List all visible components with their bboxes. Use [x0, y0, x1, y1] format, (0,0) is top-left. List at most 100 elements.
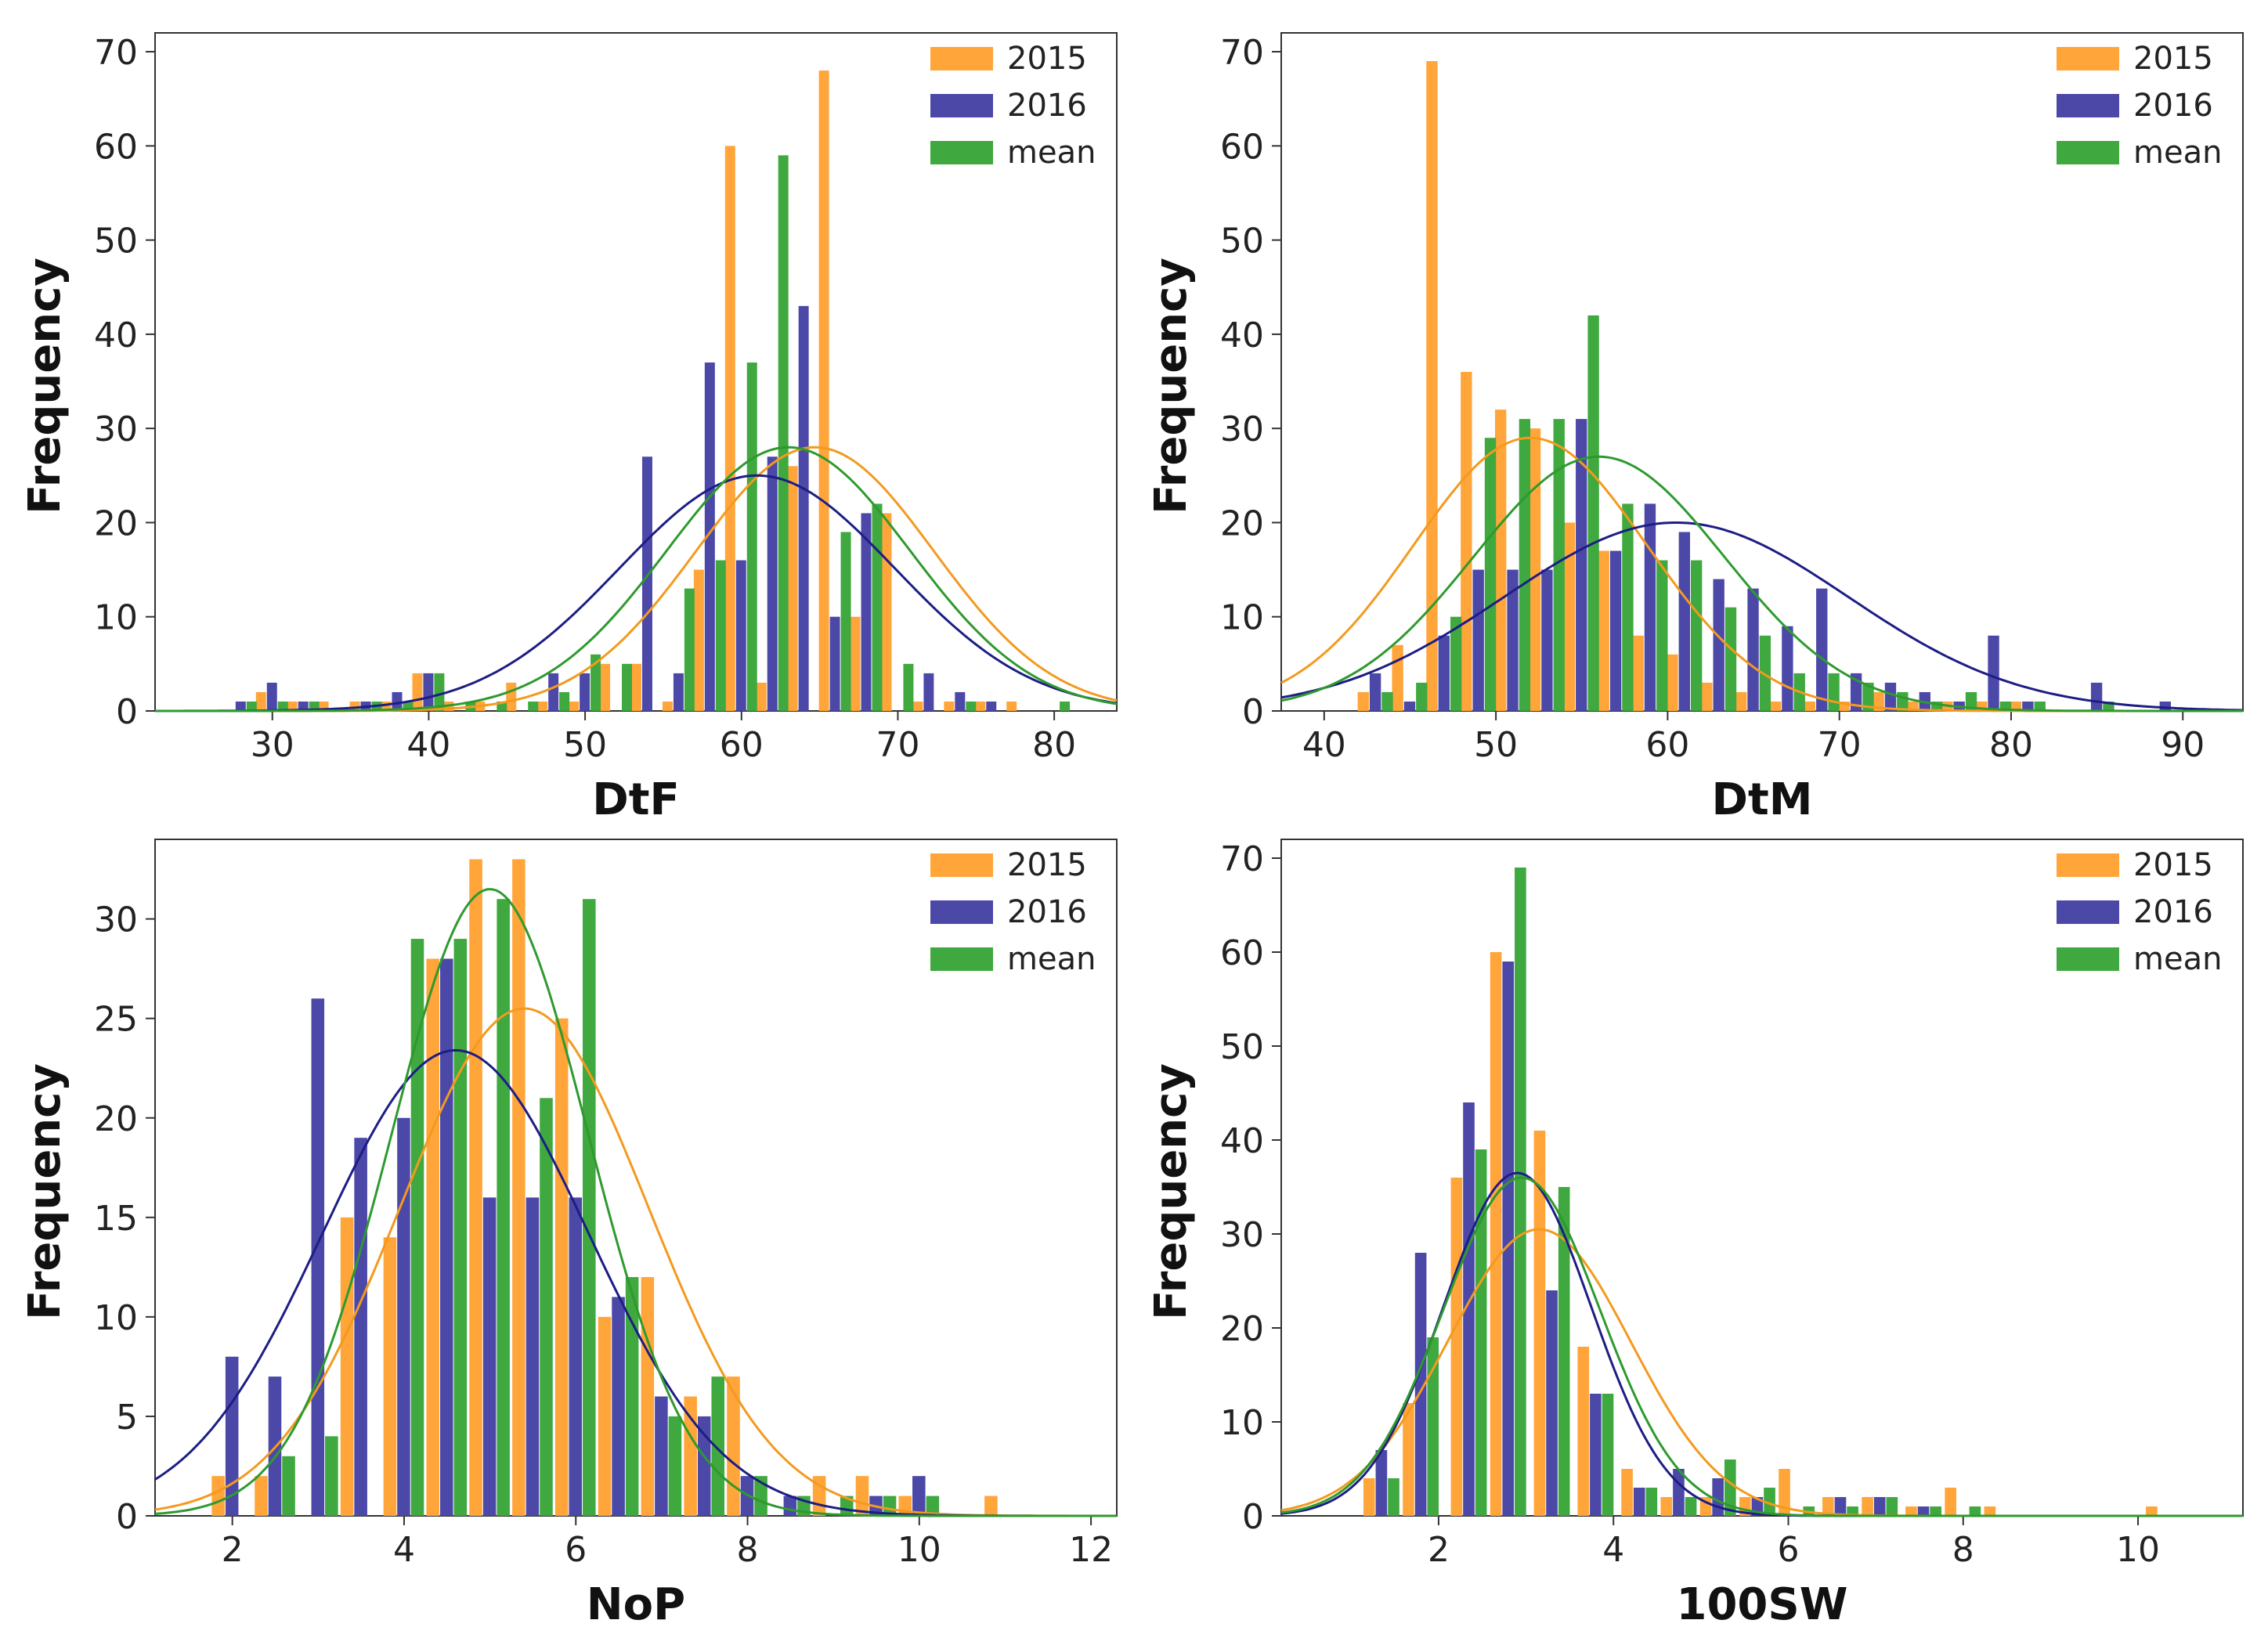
- bar-2016: [235, 701, 246, 711]
- bar-mean: [1558, 1187, 1570, 1516]
- x-tick-label: 80: [1032, 725, 1076, 765]
- bar-mean: [883, 1495, 897, 1516]
- legend-label-2015: 2015: [2133, 41, 2213, 77]
- bar-2016: [955, 691, 966, 711]
- legend-label-mean: mean: [1007, 941, 1096, 977]
- bar-mean: [1969, 1506, 1981, 1516]
- bar-2016: [1609, 550, 1622, 711]
- bar-mean: [1587, 315, 1599, 711]
- bar-2015: [2146, 1506, 2158, 1516]
- bar-2016: [482, 1197, 497, 1516]
- bar-mean: [528, 701, 539, 711]
- x-axis-label: NoP: [587, 1579, 685, 1630]
- x-axis-label: 100SW: [1677, 1579, 1848, 1630]
- y-tick-label: 20: [1220, 503, 1264, 543]
- legend-swatch-2016: [930, 94, 993, 117]
- y-tick-label: 0: [1242, 1497, 1264, 1537]
- bar-2015: [1598, 550, 1609, 711]
- bar-2015: [512, 859, 525, 1516]
- bar-2016: [1403, 701, 1416, 711]
- bar-2016: [354, 1138, 367, 1516]
- bar-mean: [1416, 682, 1428, 711]
- bar-2015: [1577, 1347, 1590, 1516]
- y-axis-label: Frequency: [20, 1063, 70, 1320]
- x-tick-label: 4: [1602, 1530, 1624, 1570]
- bar-2015: [1563, 522, 1576, 711]
- bar-2015: [984, 1495, 998, 1516]
- bar-2016: [986, 701, 997, 711]
- bar-2015: [855, 1476, 869, 1516]
- bar-2015: [1779, 1469, 1790, 1516]
- bar-2015: [898, 1495, 912, 1516]
- y-tick-label: 0: [116, 1497, 138, 1537]
- bar-mean: [903, 663, 914, 711]
- bar-2015: [1945, 1488, 1956, 1516]
- fit-curve-mean: [1280, 1176, 2243, 1517]
- bar-mean: [1759, 635, 1771, 711]
- bar-2015: [684, 1396, 697, 1516]
- bar-mean: [583, 899, 596, 1516]
- y-tick-label: 30: [94, 900, 138, 940]
- legend-label-mean: mean: [2133, 941, 2222, 977]
- bar-2015: [818, 70, 829, 712]
- bar-2015: [1363, 1478, 1375, 1516]
- bar-2016: [1502, 962, 1515, 1516]
- bar-2015: [1006, 701, 1017, 711]
- bar-2016: [1988, 635, 1999, 711]
- bar-2015: [1392, 644, 1403, 711]
- legend-swatch-mean: [2057, 947, 2119, 971]
- y-tick-label: 30: [1220, 1215, 1264, 1255]
- bar-mean: [1685, 1497, 1697, 1516]
- bar-mean: [1622, 503, 1634, 711]
- bar-2015: [944, 701, 955, 711]
- x-tick-label: 10: [897, 1530, 941, 1570]
- x-tick-label: 2: [1428, 1530, 1450, 1570]
- bar-2016: [861, 513, 872, 711]
- bar-2016: [1546, 1290, 1558, 1516]
- bar-2015: [631, 663, 641, 711]
- bar-2016: [829, 616, 840, 711]
- bar-2016: [580, 673, 590, 711]
- x-tick-label: 4: [393, 1530, 415, 1570]
- bar-2015: [1667, 654, 1678, 711]
- bar-2016: [704, 362, 715, 711]
- y-tick-label: 15: [94, 1199, 138, 1239]
- bar-mean: [540, 1098, 553, 1516]
- bar-2015: [1632, 635, 1644, 711]
- bar-2015: [1804, 701, 1816, 711]
- bar-2015: [1450, 1178, 1463, 1516]
- bar-2015: [1426, 61, 1438, 712]
- bar-mean: [1553, 419, 1565, 711]
- bar-2015: [1529, 428, 1541, 711]
- bar-2015: [1461, 372, 1472, 711]
- legend-swatch-2016: [2057, 94, 2119, 117]
- bar-2015: [554, 1018, 569, 1516]
- bar-2015: [1403, 1403, 1414, 1516]
- bar-mean: [1381, 691, 1393, 711]
- legend: 2015 2016 mean: [2057, 847, 2222, 977]
- bar-2015: [1873, 691, 1884, 711]
- bar-mean: [1388, 1478, 1399, 1516]
- fit-curve-2016: [155, 474, 1118, 713]
- bar-2016: [1633, 1488, 1645, 1516]
- bar-2015: [975, 701, 986, 711]
- y-tick-label: 50: [94, 222, 138, 262]
- bar-2015: [340, 1217, 354, 1516]
- bar-mean: [1427, 1337, 1439, 1516]
- bar-2016: [1712, 1478, 1724, 1516]
- bar-2015: [412, 673, 423, 711]
- legend-swatch-2015: [930, 47, 993, 70]
- bar-2016: [311, 998, 325, 1516]
- bar-mean: [1450, 616, 1462, 711]
- bar-mean: [1764, 1488, 1775, 1516]
- bar-mean: [1475, 1149, 1487, 1516]
- bar-2016: [1713, 579, 1724, 711]
- bar-2016: [912, 1476, 926, 1516]
- x-tick-label: 8: [1952, 1530, 1974, 1570]
- y-tick-label: 40: [1220, 316, 1264, 355]
- bar-2015: [255, 1476, 268, 1516]
- fit-curve-mean: [154, 888, 1117, 1517]
- bar-mean: [1930, 1506, 1941, 1516]
- fit-curve-mean: [1280, 455, 2243, 713]
- y-tick-label: 60: [1220, 127, 1264, 167]
